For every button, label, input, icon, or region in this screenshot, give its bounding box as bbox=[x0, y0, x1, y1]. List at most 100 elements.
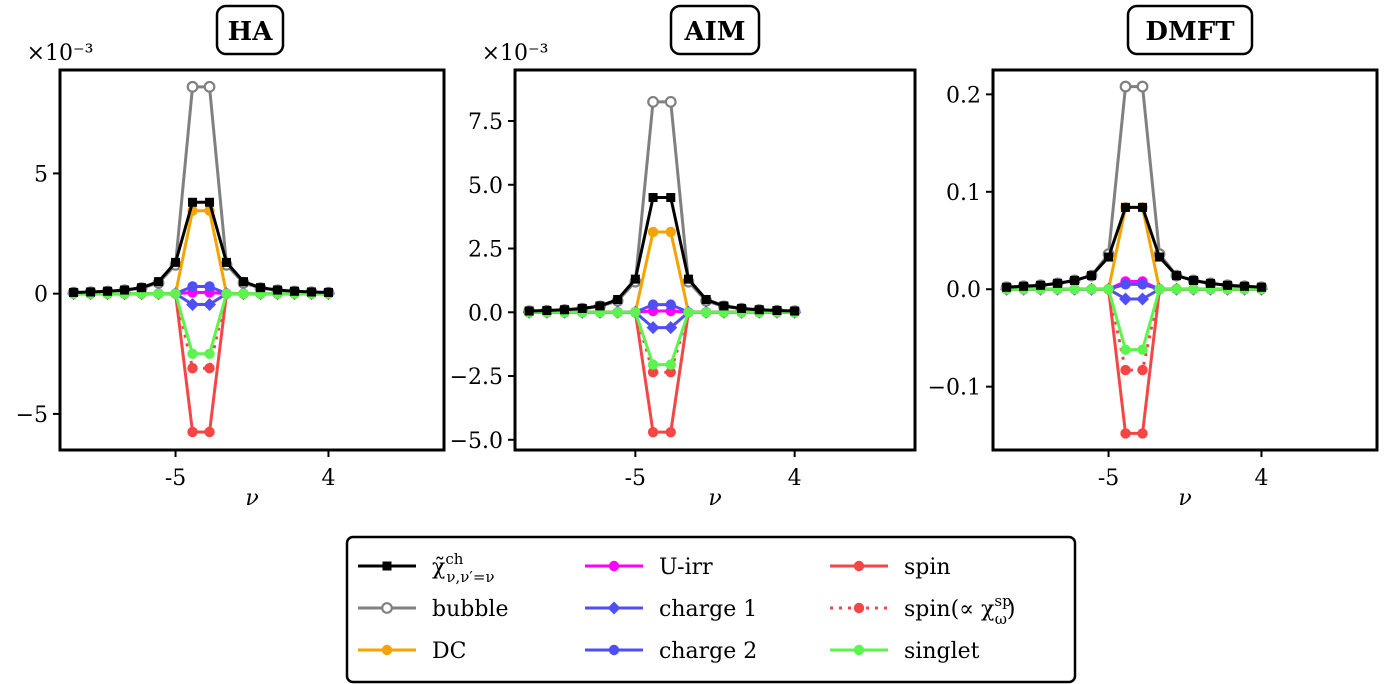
legend: χ̃ch ν,ν′=ν bubble DC U-irr charge 1 charge 2 s… bbox=[345, 535, 1077, 684]
data-point-singlet-11 bbox=[1188, 284, 1199, 295]
data-point-chi-7 bbox=[188, 197, 198, 207]
data-point-charge1-7 bbox=[186, 297, 200, 311]
data-point-singlet-7 bbox=[647, 359, 659, 370]
title-text: AIM bbox=[683, 17, 745, 47]
data-point-chi-15 bbox=[790, 306, 800, 316]
y-tick-label: 5.0 bbox=[468, 174, 503, 199]
data-point-singlet-6 bbox=[170, 288, 181, 299]
data-point-spinprop-7 bbox=[647, 367, 659, 378]
data-point-singlet-10 bbox=[238, 288, 249, 299]
data-point-chi-2 bbox=[1036, 280, 1046, 290]
data-point-singlet-8 bbox=[1137, 344, 1148, 355]
data-point-charge1-8 bbox=[203, 297, 217, 311]
data-point-chi-7 bbox=[1121, 202, 1131, 212]
data-point-singlet-7 bbox=[187, 348, 198, 359]
data-point-singlet-6 bbox=[1103, 284, 1114, 295]
data-point-chi-13 bbox=[754, 305, 764, 315]
panel-aim: −5.0 −2.5 0.0 2.5 5.0 7.5 -5 4 ν ×10⁻³ AIM bbox=[450, 4, 917, 511]
data-point-charge2-8 bbox=[204, 281, 215, 292]
legend-marker bbox=[382, 561, 392, 571]
data-point-spinprop-7 bbox=[187, 363, 198, 374]
data-point-singlet-10 bbox=[1171, 284, 1182, 295]
data-point-chi-9 bbox=[1155, 252, 1165, 262]
data-point-chi-12 bbox=[272, 285, 282, 295]
data-point-chi-10 bbox=[1172, 271, 1182, 281]
panel-title: HA bbox=[215, 4, 285, 56]
legend-marker bbox=[608, 560, 620, 572]
y-tick-label: 7.5 bbox=[468, 110, 503, 135]
legend-label: charge 2 bbox=[659, 639, 757, 664]
data-point-spin-8 bbox=[1137, 428, 1148, 439]
data-point-chi-2 bbox=[103, 286, 113, 296]
series-spin bbox=[1001, 284, 1267, 439]
series-chi bbox=[69, 197, 333, 297]
panel-title: DMFT bbox=[1126, 4, 1254, 56]
series-line-chi bbox=[1006, 205, 1262, 289]
series-spinprop bbox=[68, 288, 334, 374]
data-point-chi-0 bbox=[1002, 282, 1012, 292]
data-point-chi-4 bbox=[1070, 275, 1080, 285]
data-point-chi-3 bbox=[1053, 278, 1063, 288]
data-point-spin-8 bbox=[665, 426, 676, 438]
data-point-chi-14 bbox=[306, 287, 316, 297]
data-point-chi-5 bbox=[613, 295, 623, 305]
panel-title: AIM bbox=[669, 4, 761, 56]
legend-entry-dc: DC bbox=[358, 639, 466, 664]
plot-area bbox=[1000, 80, 1268, 439]
x-tick-label: 4 bbox=[1254, 466, 1268, 491]
data-point-charge1-8 bbox=[664, 321, 678, 335]
legend-marker bbox=[381, 644, 393, 656]
legend-label: charge 1 bbox=[659, 597, 757, 622]
series-bubble bbox=[523, 95, 801, 318]
legend-label: singlet bbox=[904, 639, 980, 664]
data-point-chi-1 bbox=[1019, 281, 1029, 291]
y-tick-label: 0.2 bbox=[946, 83, 981, 108]
legend-entry-spin: spin bbox=[830, 555, 951, 580]
data-point-spin-7 bbox=[187, 426, 198, 438]
series-bubble bbox=[67, 80, 335, 299]
data-point-singlet-8 bbox=[204, 348, 215, 359]
legend-label: DC bbox=[432, 639, 466, 664]
title-box bbox=[1126, 4, 1254, 56]
series-line-dc bbox=[529, 230, 795, 314]
plot-frame bbox=[58, 68, 446, 452]
data-point-singlet-6 bbox=[630, 307, 641, 318]
data-point-singlet-5 bbox=[153, 288, 164, 299]
data-point-bubble-8 bbox=[664, 95, 677, 108]
x-tick-label: -5 bbox=[1098, 466, 1119, 491]
plot-frame bbox=[513, 68, 917, 452]
y-tick-label: 0 bbox=[34, 283, 48, 308]
title-box bbox=[669, 4, 761, 56]
y-scale-label: ×10⁻³ bbox=[27, 41, 94, 66]
legend-marker bbox=[853, 644, 865, 656]
data-point-chi-8 bbox=[666, 193, 676, 203]
legend-label: χ̃ch ν,ν′=ν bbox=[432, 550, 495, 586]
legend-marker bbox=[608, 644, 620, 656]
series-spin bbox=[68, 288, 334, 438]
data-point-chi-14 bbox=[1239, 281, 1249, 291]
data-point-chi-11 bbox=[719, 301, 729, 311]
series-line-chi bbox=[73, 200, 329, 294]
data-point-singlet-7 bbox=[1120, 344, 1131, 355]
data-point-charge2-8 bbox=[665, 299, 676, 310]
data-point-chi-8 bbox=[205, 197, 215, 207]
x-tick-label: -5 bbox=[165, 466, 186, 491]
x-tick-label: 4 bbox=[788, 466, 802, 491]
legend-entry-uirr: U-irr bbox=[585, 555, 713, 580]
data-point-charge1-7 bbox=[1119, 292, 1133, 306]
x-axis-label: ν bbox=[708, 486, 721, 511]
data-point-spin-7 bbox=[647, 426, 659, 438]
legend-label: U-irr bbox=[659, 555, 713, 580]
data-point-chi-10 bbox=[239, 277, 249, 287]
data-point-chi-15 bbox=[1256, 282, 1266, 292]
data-point-bubble-7 bbox=[186, 80, 199, 93]
data-point-bubble-7 bbox=[647, 95, 659, 108]
series-line-singlet bbox=[73, 292, 329, 356]
panel-dmft: −0.1 0.0 0.1 0.2 -5 4 ν DMFT bbox=[928, 4, 1379, 511]
data-point-singlet-8 bbox=[665, 359, 676, 370]
data-point-chi-4 bbox=[137, 283, 147, 293]
data-point-chi-5 bbox=[1087, 271, 1097, 281]
data-point-chi-4 bbox=[595, 301, 605, 311]
data-point-chi-3 bbox=[120, 285, 130, 295]
